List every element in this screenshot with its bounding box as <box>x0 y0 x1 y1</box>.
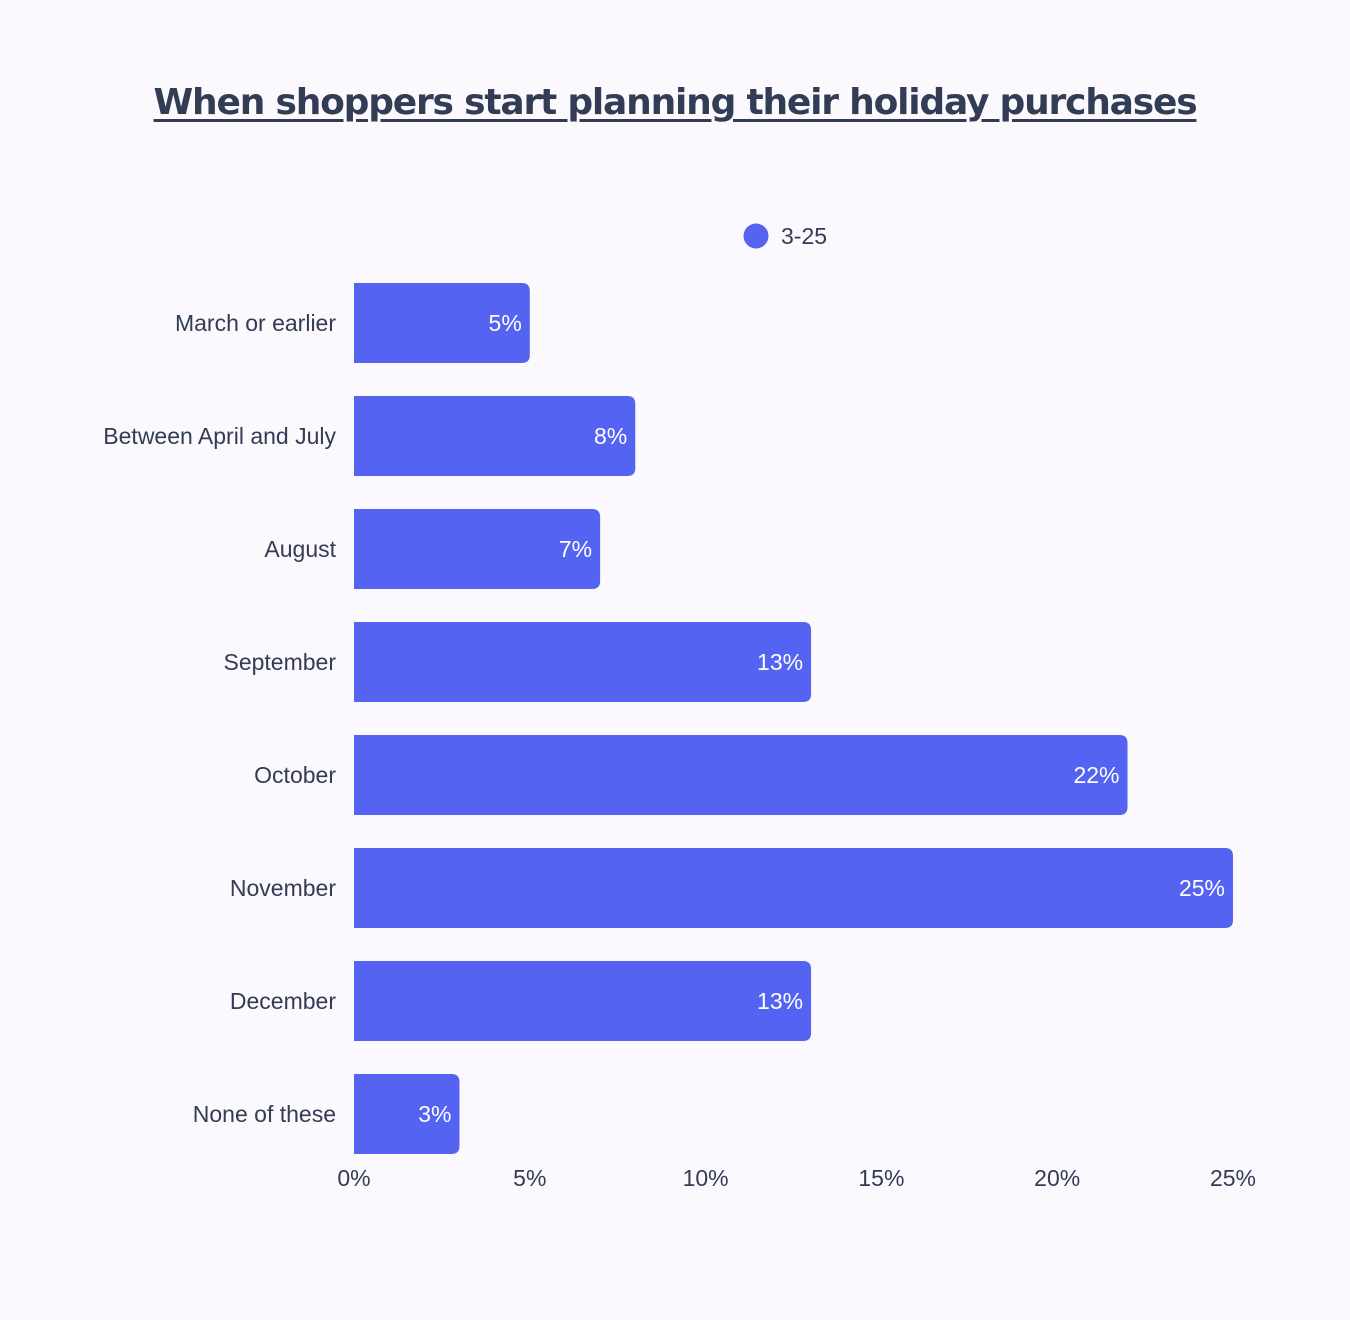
x-tick-label: 20% <box>1034 1165 1080 1191</box>
bar-value-label: 7% <box>559 536 592 562</box>
category-label: October <box>254 762 336 788</box>
category-label: None of these <box>193 1101 336 1127</box>
bar-value-label: 25% <box>1179 875 1225 901</box>
legend-swatch <box>743 223 769 249</box>
bar <box>354 1074 460 1154</box>
x-tick-label: 25% <box>1210 1165 1256 1191</box>
bar-value-label: 22% <box>1073 762 1119 788</box>
bar-value-label: 3% <box>418 1101 451 1127</box>
category-label: November <box>230 875 336 901</box>
bar-value-label: 13% <box>757 649 803 675</box>
bar-value-label: 5% <box>489 310 522 336</box>
category-label: December <box>230 988 336 1014</box>
category-label: September <box>223 649 336 675</box>
x-tick-label: 15% <box>858 1165 904 1191</box>
legend-label: 3-25 <box>781 223 827 249</box>
x-tick-label: 5% <box>513 1165 546 1191</box>
category-label: March or earlier <box>175 310 336 336</box>
bar <box>354 735 1128 815</box>
bar-value-label: 8% <box>594 423 627 449</box>
bar <box>354 961 812 1041</box>
bars-group: 5% 8% 7% 13% 22% 25% 13% 3% <box>354 283 1233 1154</box>
bar <box>354 848 1233 928</box>
bar <box>354 283 530 363</box>
bar <box>354 509 601 589</box>
chart-title: When shoppers start planning their holid… <box>153 82 1198 123</box>
bar <box>354 396 636 476</box>
x-tick-label: 10% <box>683 1165 729 1191</box>
x-tick-label: 0% <box>337 1165 370 1191</box>
category-label: August <box>264 536 336 562</box>
legend: 3-25 <box>743 223 827 249</box>
x-axis-ticks: 0% 5% 10% 15% 20% 25% <box>337 1165 1256 1191</box>
category-labels: March or earlier Between April and July Au… <box>103 310 336 1127</box>
bar-value-label: 13% <box>757 988 803 1014</box>
category-label: Between April and July <box>103 423 336 449</box>
bar <box>354 622 812 702</box>
